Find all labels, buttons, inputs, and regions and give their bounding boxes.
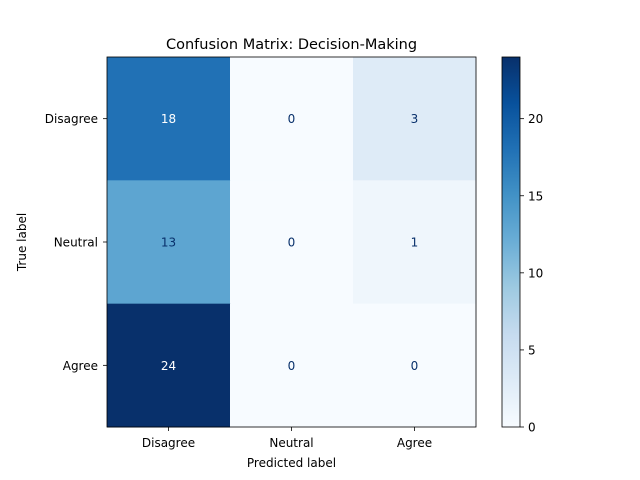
cell-value-labels: 18 0 3 13 0 1 24 0 0 [161, 112, 418, 373]
colorbar-tick-label: 0 [528, 421, 536, 435]
y-axis-label: True label [15, 213, 29, 272]
cell-value-label: 3 [411, 112, 419, 126]
x-tick-label: Disagree [142, 436, 195, 450]
colorbar-tick-label: 20 [528, 112, 543, 126]
x-axis-label: Predicted label [247, 456, 336, 470]
cell-value-label: 0 [288, 359, 296, 373]
y-tick-label: Agree [63, 359, 98, 373]
heatmap-cells [107, 57, 477, 428]
heatmap-cell [353, 180, 477, 305]
heatmap-cell [230, 303, 354, 428]
chart-title: Confusion Matrix: Decision-Making [166, 37, 417, 53]
colorbar-tick-label: 5 [528, 343, 536, 357]
x-tick-label: Neutral [269, 436, 313, 450]
colorbar-ticks: 0 5 10 15 20 [520, 112, 543, 435]
heatmap-cell [353, 303, 477, 428]
cell-value-label: 0 [288, 112, 296, 126]
colorbar [501, 56, 521, 428]
heatmap-cell [230, 57, 354, 181]
y-tick-label: Disagree [45, 112, 98, 126]
colorbar-tick-label: 15 [528, 189, 543, 203]
heatmap-cell [107, 180, 231, 305]
cell-value-label: 24 [161, 359, 176, 373]
heatmap-cell [230, 180, 354, 305]
heatmap-cell [107, 303, 231, 428]
y-axis-ticks: Disagree Neutral Agree [45, 112, 107, 373]
x-axis-ticks: Disagree Neutral Agree [142, 427, 432, 450]
x-tick-label: Agree [397, 436, 432, 450]
colorbar-tick-label: 10 [528, 266, 543, 280]
cell-value-label: 0 [411, 359, 419, 373]
y-tick-label: Neutral [54, 236, 98, 250]
cell-value-label: 0 [288, 236, 296, 250]
cell-value-label: 18 [161, 112, 176, 126]
cell-value-label: 13 [161, 236, 176, 250]
cell-value-label: 1 [411, 236, 419, 250]
heatmap-cell [353, 57, 477, 181]
heatmap-cell [107, 57, 231, 181]
